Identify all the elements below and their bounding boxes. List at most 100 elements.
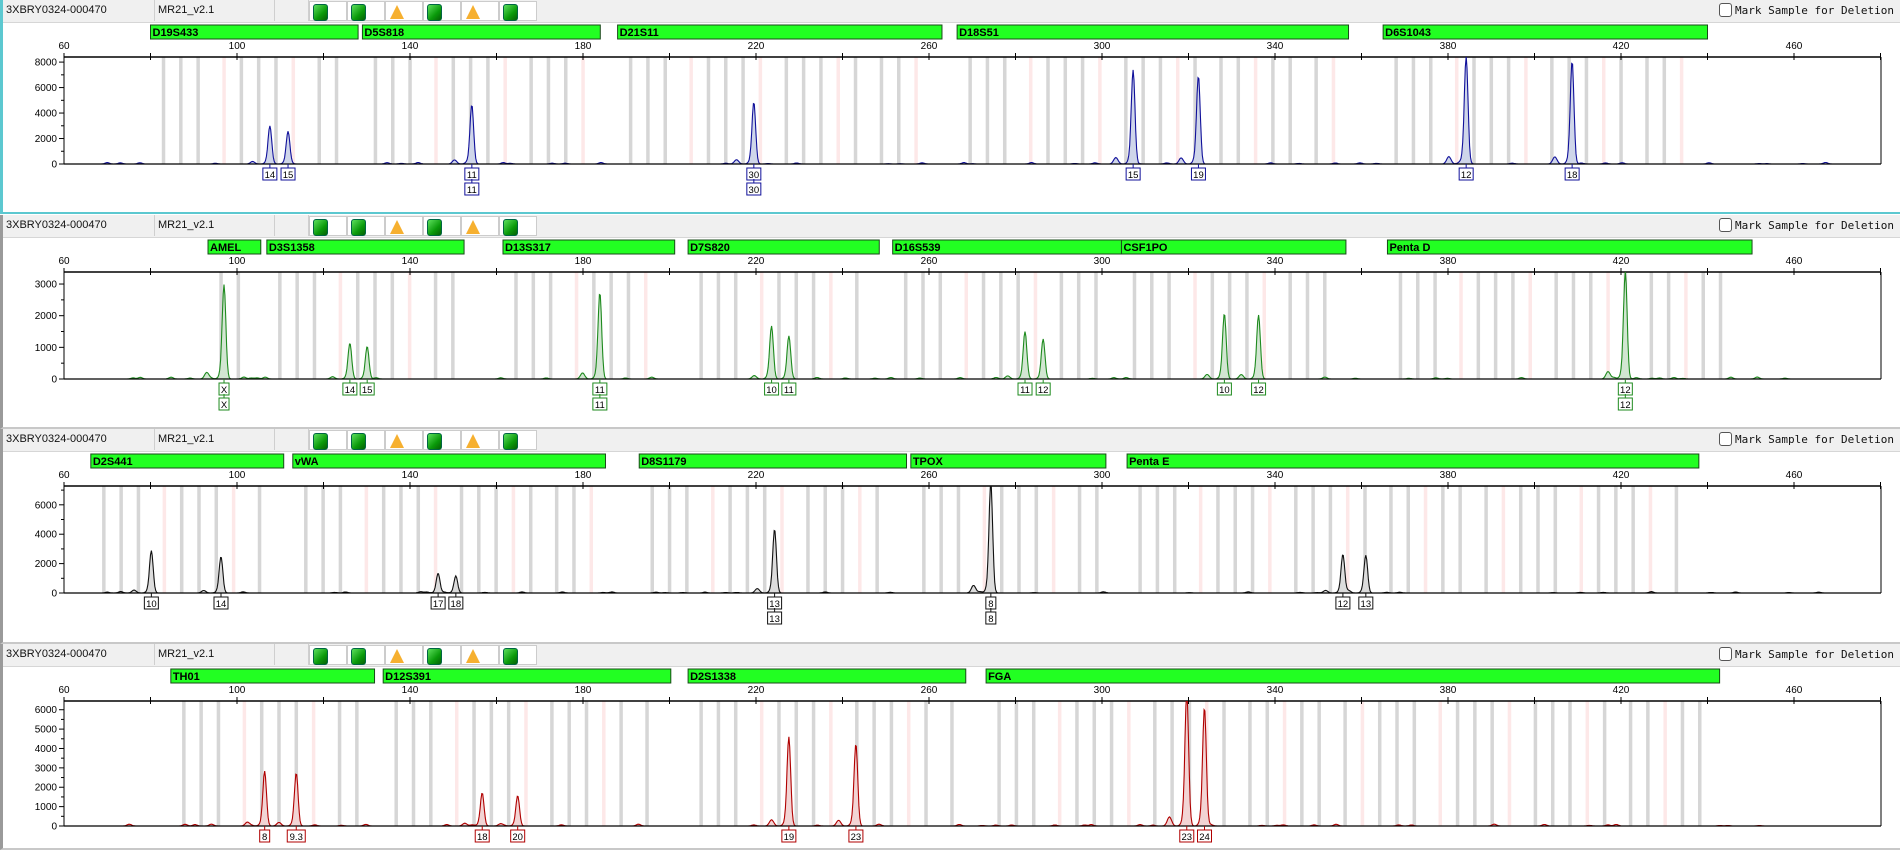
status-cell[interactable] — [347, 430, 385, 450]
peak[interactable]: 15 — [1125, 164, 1141, 181]
status-cell[interactable] — [309, 216, 347, 236]
peak[interactable]: 12 — [1035, 379, 1051, 396]
peak[interactable]: 11 — [1017, 379, 1033, 396]
peak[interactable]: 88 — [985, 593, 997, 625]
marker-bar[interactable]: CSF1PO — [1120, 239, 1347, 255]
peak[interactable]: 15 — [280, 164, 296, 181]
peak[interactable]: 8 — [259, 826, 271, 843]
panel-name[interactable]: MR21_v2.1 — [155, 215, 275, 236]
status-cell[interactable] — [385, 645, 423, 665]
allele-label-box[interactable] — [1216, 382, 1232, 396]
peak[interactable]: 15 — [359, 379, 375, 396]
status-cell[interactable] — [385, 1, 423, 21]
marker-bar[interactable]: AMEL — [207, 239, 262, 255]
allele-label-box[interactable] — [280, 167, 296, 181]
status-cell[interactable] — [309, 430, 347, 450]
peak[interactable]: 17 — [430, 593, 446, 610]
peak[interactable]: 10 — [143, 593, 159, 610]
peak[interactable]: 18 — [448, 593, 464, 610]
peak[interactable]: 18 — [474, 826, 490, 843]
marker-bar[interactable]: TPOX — [910, 453, 1107, 469]
allele-label-box[interactable] — [286, 829, 306, 843]
peak[interactable]: XX — [218, 379, 230, 411]
peak[interactable]: 18 — [1564, 164, 1580, 181]
marker-bar[interactable]: D21S11 — [617, 24, 943, 40]
status-cell[interactable] — [461, 430, 499, 450]
sample-panel[interactable]: 3XBRY0324-000470 MR21_v2.1 Mark Sample for… — [0, 644, 1900, 850]
peak[interactable]: 9.3 — [286, 826, 306, 843]
peak[interactable]: 12 — [1458, 164, 1474, 181]
allele-label-box[interactable] — [985, 611, 997, 625]
allele-label-box[interactable] — [781, 829, 797, 843]
peak[interactable]: 14 — [342, 379, 358, 396]
peak[interactable]: 12 — [1251, 379, 1267, 396]
allele-label-box[interactable] — [746, 182, 762, 196]
peak[interactable]: 19 — [1190, 164, 1206, 181]
status-cell[interactable] — [499, 216, 537, 236]
allele-label-box[interactable] — [1017, 382, 1033, 396]
peak[interactable]: 23 — [1179, 826, 1195, 843]
marker-bar[interactable]: D6S1043 — [1382, 24, 1708, 40]
status-cell[interactable] — [347, 216, 385, 236]
allele-label-box[interactable] — [474, 829, 490, 843]
mark-for-deletion-checkbox[interactable] — [1719, 647, 1733, 661]
sample-name[interactable]: 3XBRY0324-000470 — [3, 0, 155, 21]
status-cell[interactable] — [309, 645, 347, 665]
marker-bar[interactable]: D5S818 — [361, 24, 601, 40]
mark-for-deletion[interactable]: Mark Sample for Deletion — [1719, 432, 1894, 446]
allele-label-box[interactable] — [218, 397, 230, 411]
sample-panel[interactable]: 3XBRY0324-000470 MR21_v2.1 Mark Sample for… — [0, 429, 1900, 644]
peak[interactable]: 14 — [262, 164, 278, 181]
status-cell[interactable] — [423, 430, 461, 450]
mark-for-deletion-checkbox[interactable] — [1719, 218, 1733, 232]
status-cell[interactable] — [461, 645, 499, 665]
allele-label-box[interactable] — [1179, 829, 1195, 843]
allele-label-box[interactable] — [262, 167, 278, 181]
allele-label-box[interactable] — [1617, 397, 1633, 411]
status-cell[interactable] — [499, 430, 537, 450]
mark-for-deletion-checkbox[interactable] — [1719, 3, 1733, 17]
marker-bar[interactable]: vWA — [292, 453, 606, 469]
allele-label-box[interactable] — [1125, 167, 1141, 181]
allele-label-box[interactable] — [143, 596, 159, 610]
status-cell[interactable] — [309, 1, 347, 21]
peak[interactable]: 12 — [1335, 593, 1351, 610]
allele-label-box[interactable] — [592, 397, 608, 411]
allele-label-box[interactable] — [1458, 167, 1474, 181]
marker-bar[interactable]: Penta E — [1126, 453, 1700, 469]
peak[interactable]: 20 — [510, 826, 526, 843]
marker-bar[interactable]: D8S1179 — [638, 453, 908, 469]
peak[interactable]: 10 — [764, 379, 780, 396]
sample-name[interactable]: 3XBRY0324-000470 — [3, 644, 155, 665]
allele-label-box[interactable] — [1190, 167, 1206, 181]
peak[interactable]: 11 — [781, 379, 797, 396]
status-cell[interactable] — [461, 216, 499, 236]
marker-bar[interactable]: D19S433 — [150, 24, 359, 40]
allele-label-box[interactable] — [1335, 596, 1351, 610]
status-cell[interactable] — [423, 645, 461, 665]
marker-bar[interactable]: D2S1338 — [687, 668, 967, 684]
allele-label-box[interactable] — [359, 382, 375, 396]
mark-for-deletion[interactable]: Mark Sample for Deletion — [1719, 647, 1894, 661]
marker-bar[interactable]: Penta D — [1386, 239, 1753, 255]
allele-label-box[interactable] — [448, 596, 464, 610]
allele-label-box[interactable] — [259, 829, 271, 843]
allele-label-box[interactable] — [464, 182, 480, 196]
sample-name[interactable]: 3XBRY0324-000470 — [3, 215, 155, 236]
status-cell[interactable] — [423, 216, 461, 236]
status-cell[interactable] — [385, 216, 423, 236]
peak[interactable]: 14 — [213, 593, 229, 610]
allele-label-box[interactable] — [767, 611, 783, 625]
peak[interactable]: 24 — [1197, 826, 1213, 843]
marker-bar[interactable]: D12S391 — [382, 668, 672, 684]
peak[interactable]: 19 — [781, 826, 797, 843]
mark-for-deletion[interactable]: Mark Sample for Deletion — [1719, 3, 1894, 17]
sample-panel[interactable]: 3XBRY0324-000470 MR21_v2.1 Mark Sample for… — [0, 0, 1900, 214]
allele-label-box[interactable] — [781, 382, 797, 396]
allele-label-box[interactable] — [1564, 167, 1580, 181]
